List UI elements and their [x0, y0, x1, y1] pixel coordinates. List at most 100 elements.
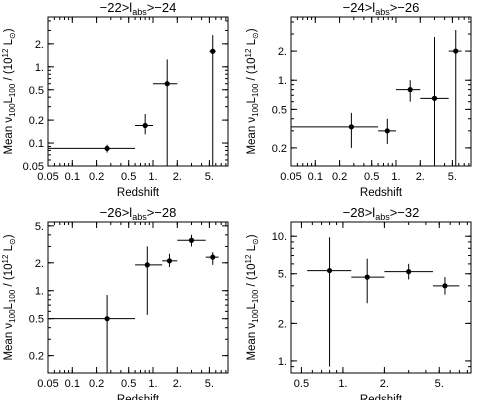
x-axis-label: Redshift [117, 394, 160, 400]
y-tick-label: 0.2 [272, 143, 287, 155]
y-axis-label-part: 100 [8, 103, 17, 117]
data-marker [144, 262, 150, 268]
y-axis-label-part: ) [3, 234, 15, 238]
data-point [205, 252, 219, 265]
data-point [48, 294, 136, 373]
x-tick-label: 2. [380, 378, 389, 390]
panel-title-part: abs [375, 7, 390, 17]
y-axis-label-part: / (10 [3, 57, 15, 83]
panel-title-part: abs [375, 212, 390, 222]
data-marker [104, 316, 110, 322]
y-axis-label-part: ) [3, 28, 15, 32]
y-tick-label: 0.5 [29, 314, 44, 326]
data-marker [166, 258, 173, 264]
y-tick-label: 2. [278, 46, 287, 58]
data-marker [364, 274, 370, 280]
y-axis-label-part: 12 [244, 254, 253, 263]
y-axis-label: Mean ν100L100 / (1012 L⊙) [244, 28, 260, 154]
y-axis-label-part: / (10 [246, 263, 258, 289]
y-tick-label: 0.2 [29, 115, 44, 127]
y-tick-label: 0.05 [23, 161, 44, 173]
panel-3: 0.05 0.1 0.2 0.5 1. 2. 5. 0.2 0.5 1. 2. 5. −26>labs>… [1, 205, 229, 400]
panel-title-part: abs [132, 212, 147, 222]
panel-title-part: −28>l [343, 205, 376, 220]
data-marker [326, 267, 333, 274]
x-axis-label: Redshift [360, 187, 403, 199]
x-tick-label: 2. [173, 378, 182, 390]
data-point [177, 234, 206, 247]
x-tick-label: 0.05 [280, 171, 301, 183]
y-tick-label: 0.1 [29, 138, 44, 150]
y-axis-label-part: 12 [244, 48, 253, 57]
y-tick-label: 2. [35, 258, 44, 270]
data-point [448, 30, 462, 166]
y-axis-label-part: 100 [8, 289, 17, 303]
x-tick-label: 5. [205, 378, 214, 390]
y-tick-label: 5. [35, 221, 44, 233]
y-tick-label: 1. [278, 75, 287, 87]
y-axis-label-part: ⊙ [251, 238, 260, 245]
x-axis-label: Redshift [360, 394, 403, 400]
data-marker [442, 283, 448, 289]
panel-title: −26>labs>−28 [100, 205, 177, 222]
panel-title-part: −26>l [100, 205, 133, 220]
data-point [378, 118, 396, 144]
y-axis-label-part: 100 [8, 309, 17, 323]
panel-4: 0.5 1. 2. 5. 1. 2. 5. 10. −28>labs>−32 Redshift Me… [244, 205, 472, 400]
panel-title-part: >−28 [147, 205, 177, 220]
data-point [135, 114, 153, 135]
y-axis-label-part: ) [246, 28, 258, 32]
y-axis-label-part: Mean ν [246, 323, 258, 361]
y-tick-label: 1. [35, 62, 44, 74]
x-tick-label: 0.2 [89, 378, 104, 390]
data-marker [142, 122, 148, 129]
data-point [291, 112, 379, 148]
plot-frame [47, 16, 229, 167]
data-marker [431, 95, 438, 101]
y-axis-label-part: Mean ν [3, 117, 15, 155]
y-tick-label: 1. [35, 286, 44, 298]
data-point [307, 237, 352, 367]
data-marker [453, 48, 459, 54]
y-tick-label: 5. [278, 269, 287, 281]
x-tick-label: 2. [173, 171, 182, 183]
plot-frame [290, 16, 472, 167]
data-point [432, 277, 460, 295]
data-point [152, 59, 178, 166]
x-tick-label: 0.5 [121, 378, 136, 390]
data-marker [406, 269, 412, 275]
y-tick-label: 0.2 [29, 351, 44, 363]
y-axis-label-part: 100 [251, 289, 260, 303]
x-tick-label: 2. [416, 171, 425, 183]
x-tick-label: 0.2 [89, 171, 104, 183]
panel-title-part: >−26 [390, 0, 420, 15]
x-tick-label: 0.05 [37, 171, 58, 183]
panel-title-part: >−24 [147, 0, 177, 15]
y-tick-label: 0.5 [29, 85, 44, 97]
y-axis-label-part: 12 [1, 254, 10, 263]
y-axis-label-part: Mean ν [246, 117, 258, 155]
data-marker [407, 87, 413, 93]
panel-title-part: >−32 [390, 205, 420, 220]
x-tick-label: 1. [391, 171, 400, 183]
data-marker [164, 81, 170, 87]
y-axis-label-part: L [246, 96, 258, 103]
data-marker [348, 124, 354, 130]
y-axis-label: Mean ν100L100 / (1012 L⊙) [1, 234, 17, 360]
data-marker [210, 48, 216, 54]
panel-title: −28>labs>−32 [343, 205, 420, 222]
x-tick-label: 0.5 [121, 171, 136, 183]
y-axis-label-part: L [3, 96, 15, 103]
y-tick-label: 0.5 [272, 104, 287, 116]
panel-title: −24>labs>−26 [343, 0, 420, 17]
data-marker [210, 254, 216, 260]
y-tick-label: 1. [278, 356, 287, 368]
y-axis-label-part: ⊙ [8, 32, 17, 39]
y-tick-label: 2. [35, 39, 44, 51]
data-point [135, 246, 163, 315]
y-axis-label-part: 100 [251, 83, 260, 97]
y-axis-label-part: / (10 [3, 263, 15, 289]
x-axis-label: Redshift [117, 187, 160, 199]
data-point [48, 144, 136, 153]
